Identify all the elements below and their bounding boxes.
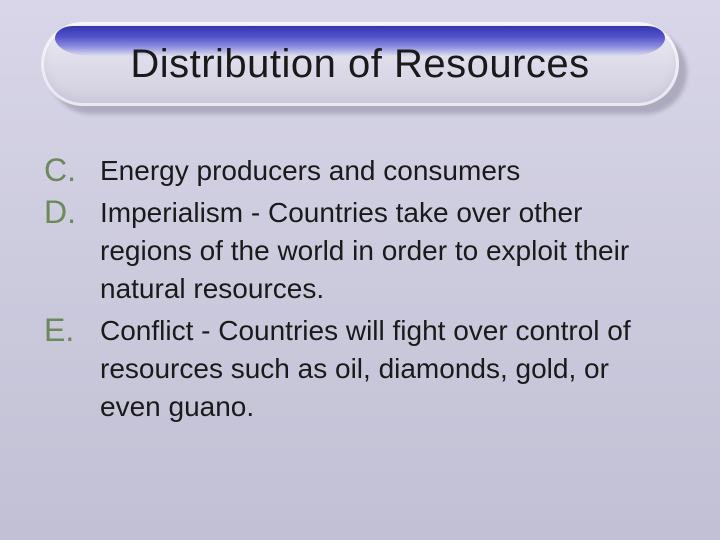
list-text: Imperialism - Countries take over other … (100, 192, 676, 308)
list-text: Energy producers and consumers (100, 150, 520, 190)
title-pill: Distribution of Resources (41, 22, 679, 106)
slide-title: Distribution of Resources (130, 42, 589, 87)
list-marker: E. (44, 310, 100, 350)
list-marker: C. (44, 150, 100, 190)
list-item: C. Energy producers and consumers (44, 150, 676, 190)
bullet-list: C. Energy producers and consumers D. Imp… (44, 150, 676, 428)
list-marker: D. (44, 192, 100, 232)
list-item: E. Conflict - Countries will fight over … (44, 310, 676, 426)
list-text: Conflict - Countries will fight over con… (100, 310, 676, 426)
title-container: Distribution of Resources (41, 22, 679, 106)
list-item: D. Imperialism - Countries take over oth… (44, 192, 676, 308)
